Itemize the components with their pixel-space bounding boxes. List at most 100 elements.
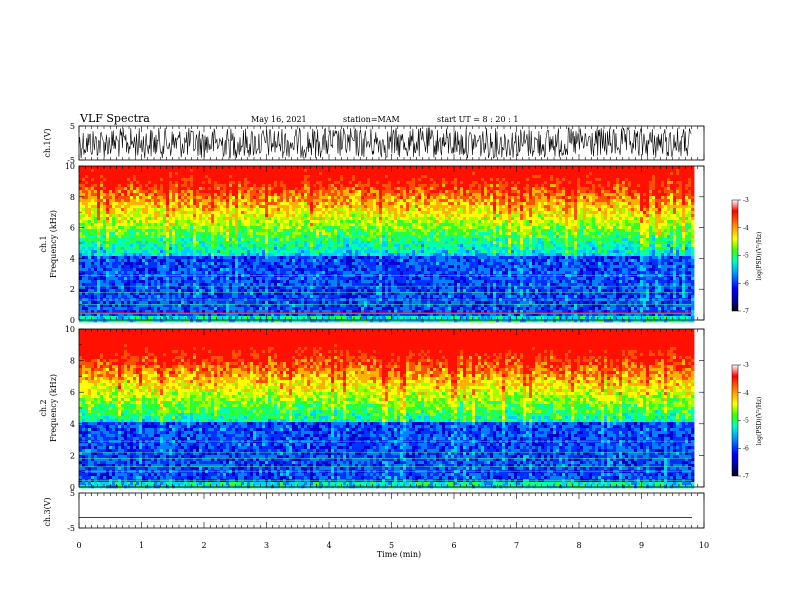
spectrogram-cell: [244, 172, 248, 176]
spectrogram-cell: [205, 274, 209, 278]
spectrogram-cell: [208, 187, 212, 191]
spectrogram-cell: [322, 304, 326, 308]
spectrogram-cell: [337, 244, 341, 248]
spectrogram-cell: [187, 292, 191, 296]
spectrogram-cell: [259, 205, 263, 209]
spectrogram-cell: [286, 256, 290, 260]
spectrogram-cell: [136, 232, 140, 236]
spectrogram-cell: [172, 301, 176, 305]
spectrogram-cell: [328, 274, 332, 278]
spectrogram-cell: [316, 283, 320, 287]
spectrogram-cell: [166, 313, 170, 317]
spectrogram-cell: [220, 229, 224, 233]
spectrogram-cell: [100, 250, 104, 254]
spectrogram-cell: [286, 220, 290, 224]
spectrogram-cell: [352, 196, 356, 200]
spectrogram-cell: [166, 226, 170, 230]
spectrogram-cell: [94, 208, 98, 212]
spectrogram-cell: [292, 286, 296, 290]
spectrogram-cell: [100, 172, 104, 176]
spectrogram-cell: [349, 175, 353, 179]
spectrogram-cell: [202, 286, 206, 290]
spectrogram-cell: [166, 250, 170, 254]
spectrogram-cell: [232, 178, 236, 182]
spectrogram-cell: [175, 295, 179, 299]
spectrogram-cell: [133, 247, 137, 251]
spectrogram-cell: [196, 196, 200, 200]
spectrogram-cell: [118, 169, 122, 173]
spectrogram-cell: [244, 265, 248, 269]
spectrogram-cell: [334, 187, 338, 191]
spectrogram-cell: [301, 316, 305, 320]
spectrogram-cell: [100, 166, 104, 170]
spectrogram-cell: [88, 220, 92, 224]
spectrogram-cell: [106, 169, 110, 173]
spectrogram-cell: [148, 196, 152, 200]
spectrogram-cell: [280, 220, 284, 224]
spectrogram-cell: [241, 169, 245, 173]
spectrogram-cell: [232, 220, 236, 224]
spectrogram-cell: [160, 184, 164, 188]
spectrogram-cell: [160, 226, 164, 230]
spectrogram-cell: [178, 256, 182, 260]
spectrogram-cell: [178, 289, 182, 293]
spectrogram-cell: [148, 223, 152, 227]
spectrogram-cell: [223, 283, 227, 287]
spectrogram-cell: [187, 223, 191, 227]
spectrogram-cell: [208, 301, 212, 305]
spectrogram-cell: [199, 286, 203, 290]
spectrogram-cell: [136, 289, 140, 293]
spectrogram-cell: [133, 259, 137, 263]
spectrogram-cell: [328, 187, 332, 191]
spectrogram-cell: [271, 280, 275, 284]
spectrogram-cell: [295, 286, 299, 290]
spectrogram-cell: [94, 214, 98, 218]
spectrogram-cell: [262, 190, 266, 194]
spectrogram-cell: [343, 310, 347, 314]
spectrogram-cell: [154, 235, 158, 239]
spectrogram-cell: [169, 253, 173, 257]
spectrogram-cell: [316, 187, 320, 191]
spectrogram-cell: [241, 208, 245, 212]
spectrogram-cell: [133, 223, 137, 227]
spectrogram-cell: [205, 277, 209, 281]
spectrogram-cell: [226, 286, 230, 290]
spectrogram-cell: [130, 295, 134, 299]
spectrogram-cell: [223, 295, 227, 299]
spectrogram-cell: [232, 235, 236, 239]
spectrogram-cell: [298, 319, 302, 323]
spectrogram-cell: [88, 166, 92, 170]
spectrogram-cell: [163, 283, 167, 287]
spectrogram-cell: [136, 178, 140, 182]
spectrogram-cell: [142, 238, 146, 242]
spectrogram-cell: [91, 211, 95, 215]
spectrogram-cell: [259, 190, 263, 194]
spectrogram-cell: [256, 238, 260, 242]
spectrogram-cell: [295, 268, 299, 272]
spectrogram-cell: [112, 208, 116, 212]
spectrogram-cell: [103, 262, 107, 266]
spectrogram-cell: [232, 166, 236, 170]
spectrogram-cell: [271, 295, 275, 299]
spectrogram-cell: [229, 295, 233, 299]
spectrogram-cell: [238, 232, 242, 236]
spectrogram-cell: [256, 247, 260, 251]
spectrogram-cell: [97, 166, 101, 170]
spectrogram-cell: [328, 283, 332, 287]
spectrogram-cell: [277, 241, 281, 245]
spectrogram-cell: [259, 262, 263, 266]
spectrogram-cell: [253, 250, 257, 254]
spectrogram-cell: [184, 286, 188, 290]
spectrogram-cell: [208, 196, 212, 200]
spectrogram-cell: [208, 226, 212, 230]
spectrogram-cell: [325, 238, 329, 242]
spectrogram-cell: [286, 190, 290, 194]
spectrogram-cell: [271, 232, 275, 236]
spectrogram-cell: [277, 199, 281, 203]
spectrogram-cell: [328, 250, 332, 254]
spectrogram-cell: [169, 313, 173, 317]
spectrogram-cell: [352, 235, 356, 239]
spectrogram-cell: [130, 184, 134, 188]
spectrogram-cell: [349, 184, 353, 188]
spectrogram-cell: [232, 196, 236, 200]
